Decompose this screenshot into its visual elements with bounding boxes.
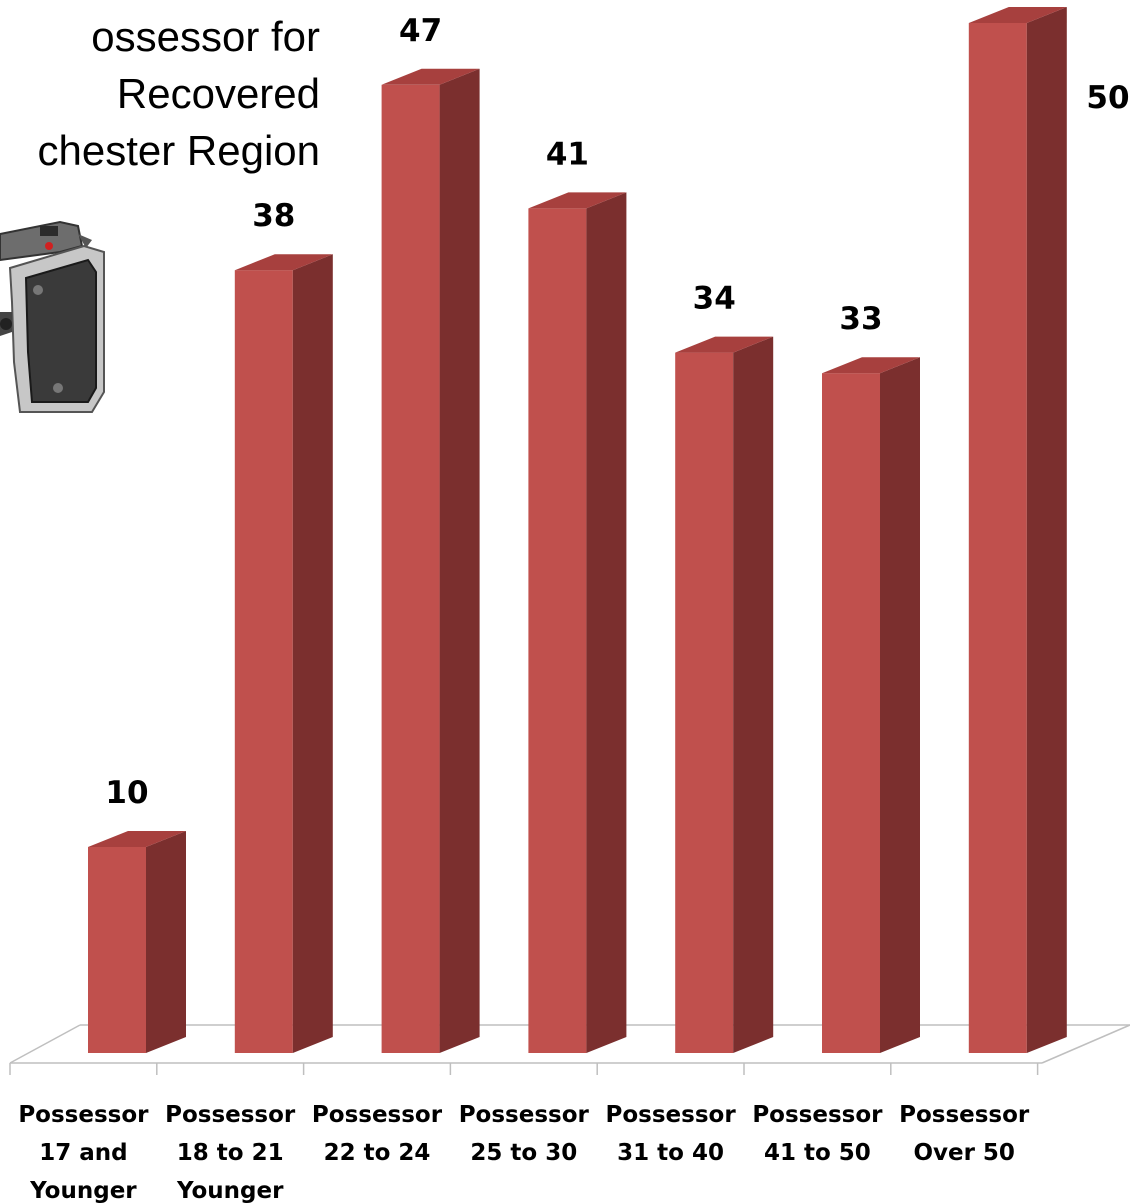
data-label: 10	[105, 775, 148, 811]
bar-front	[528, 208, 587, 1053]
pistol-icon	[0, 220, 105, 413]
category-label-line: 17 and	[39, 1140, 127, 1166]
category-label-line: Possessor	[606, 1102, 737, 1128]
x-axis-ticks	[9, 1063, 1039, 1075]
bar	[675, 336, 774, 1054]
category-label-line: 31 to 40	[617, 1140, 724, 1166]
data-label: 38	[252, 198, 295, 234]
category-label-line: 22 to 24	[324, 1140, 431, 1166]
category-label-line: Possessor	[459, 1102, 590, 1128]
category-label: Possessor 31 to 40	[606, 1102, 737, 1166]
category-label-line: Possessor	[752, 1102, 883, 1128]
category-label: Possessor 22 to 24	[312, 1102, 443, 1166]
bar-side	[146, 831, 186, 1053]
category-label: Possessor Over 50	[899, 1102, 1030, 1166]
bar-front	[675, 352, 734, 1054]
floor-left-edge	[9, 1024, 81, 1064]
category-label-line: Younger	[29, 1178, 137, 1204]
title-line-1: ossessor for	[91, 13, 320, 60]
chart-title: ossessor for Recovered chester Region	[0, 8, 321, 179]
bar	[968, 7, 1067, 1053]
bar	[381, 68, 480, 1054]
floor-right-edge	[1041, 1024, 1130, 1064]
category-label-line: Possessor	[18, 1102, 149, 1128]
category-label-line: 18 to 21	[177, 1140, 284, 1166]
bar-front	[234, 270, 293, 1053]
category-label: Possessor 25 to 30	[459, 1102, 590, 1166]
title-line-3: chester Region	[37, 127, 321, 174]
category-label-line: Younger	[176, 1178, 284, 1204]
category-label-line: Possessor	[165, 1102, 296, 1128]
bar-side	[1026, 7, 1067, 1053]
bar-side	[439, 68, 480, 1054]
category-label-line: 41 to 50	[764, 1140, 871, 1166]
bar	[88, 831, 186, 1053]
bars	[88, 7, 1067, 1054]
bar-front	[822, 373, 880, 1053]
bar-side	[733, 336, 774, 1054]
bar-front	[88, 847, 146, 1053]
category-label-line: Over 50	[913, 1140, 1015, 1166]
data-labels: 10 38 47 41 34 33 50	[105, 13, 1129, 811]
data-label: 34	[693, 281, 736, 317]
bar-side	[292, 254, 333, 1053]
bar-side	[586, 192, 627, 1053]
bar	[234, 254, 333, 1053]
bar-top	[381, 68, 480, 85]
bar-top	[88, 831, 186, 847]
category-label-line: Possessor	[312, 1102, 443, 1128]
category-label: Possessor 41 to 50	[752, 1102, 883, 1166]
bar-top	[234, 254, 333, 271]
bar-top	[968, 7, 1067, 23]
bar	[822, 357, 920, 1053]
data-label: 50	[1086, 80, 1129, 116]
bar-front	[381, 84, 440, 1054]
category-labels: Possessor 17 and Younger Possessor 18 to 21 Y…	[18, 1102, 1030, 1204]
data-label: 41	[546, 136, 589, 172]
bar	[528, 192, 627, 1053]
bar-side	[880, 357, 920, 1053]
bar-top	[528, 192, 627, 209]
category-label: Possessor 18 to 21 Younger	[165, 1102, 296, 1204]
category-label: Possessor 17 and Younger	[18, 1102, 149, 1204]
data-label: 33	[839, 301, 882, 337]
bar-top	[675, 336, 774, 353]
data-label: 47	[399, 13, 442, 49]
category-label-line: Possessor	[899, 1102, 1030, 1128]
bar-front	[968, 23, 1027, 1053]
bar-top	[822, 357, 920, 374]
category-label-line: 25 to 30	[470, 1140, 577, 1166]
title-line-2: Recovered	[116, 70, 320, 117]
